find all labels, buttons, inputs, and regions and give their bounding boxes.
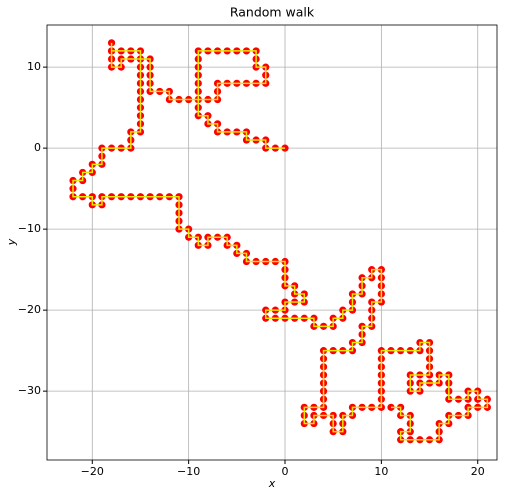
y-axis-label: y — [5, 238, 18, 246]
y-tick-label: −20 — [18, 303, 41, 316]
y-tick-label: 0 — [34, 141, 41, 154]
x-tick-label: 0 — [282, 465, 289, 478]
x-tick-label: −10 — [177, 465, 200, 478]
x-tick-label: 20 — [471, 465, 485, 478]
chart-title: Random walk — [230, 5, 315, 20]
x-tick-label: −20 — [81, 465, 104, 478]
y-tick-label: −10 — [18, 222, 41, 235]
y-tick-label: 10 — [27, 60, 41, 73]
x-tick-label: 10 — [374, 465, 388, 478]
x-axis-label: x — [268, 477, 276, 490]
walk-line — [72, 42, 489, 441]
axes-frame — [46, 24, 498, 461]
y-tick-label: −30 — [18, 384, 41, 397]
